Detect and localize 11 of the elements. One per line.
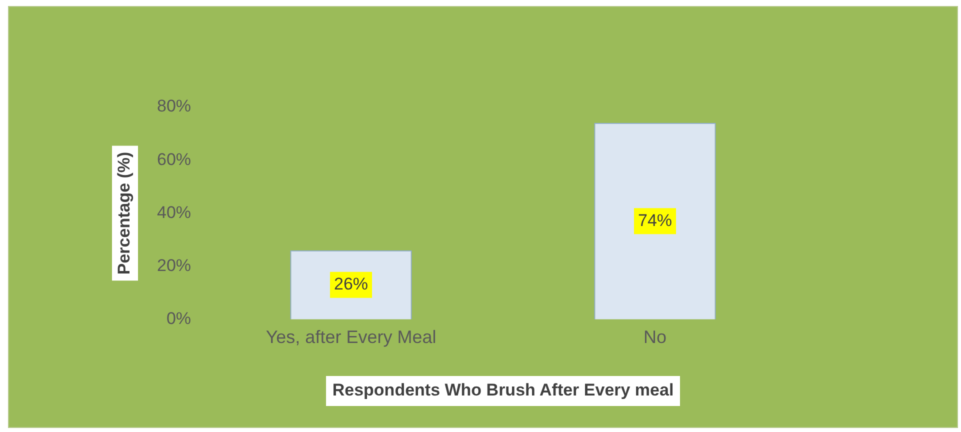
y-tick-label: 80% — [156, 96, 192, 116]
y-tick-label: 60% — [156, 150, 192, 169]
x-tick-label: No — [644, 327, 667, 348]
data-label: 26% — [334, 274, 368, 294]
y-tick-label: 20% — [156, 256, 192, 275]
y-tick-label: 0% — [166, 309, 192, 328]
y-tick-label: 40% — [156, 202, 192, 222]
x-axis-title: Respondents Who Brush After Every meal — [332, 380, 674, 400]
data-label: 74% — [638, 210, 672, 230]
x-tick-label: Yes, after Every Meal — [266, 327, 436, 348]
y-axis-title: Percentage (%) — [114, 152, 134, 275]
